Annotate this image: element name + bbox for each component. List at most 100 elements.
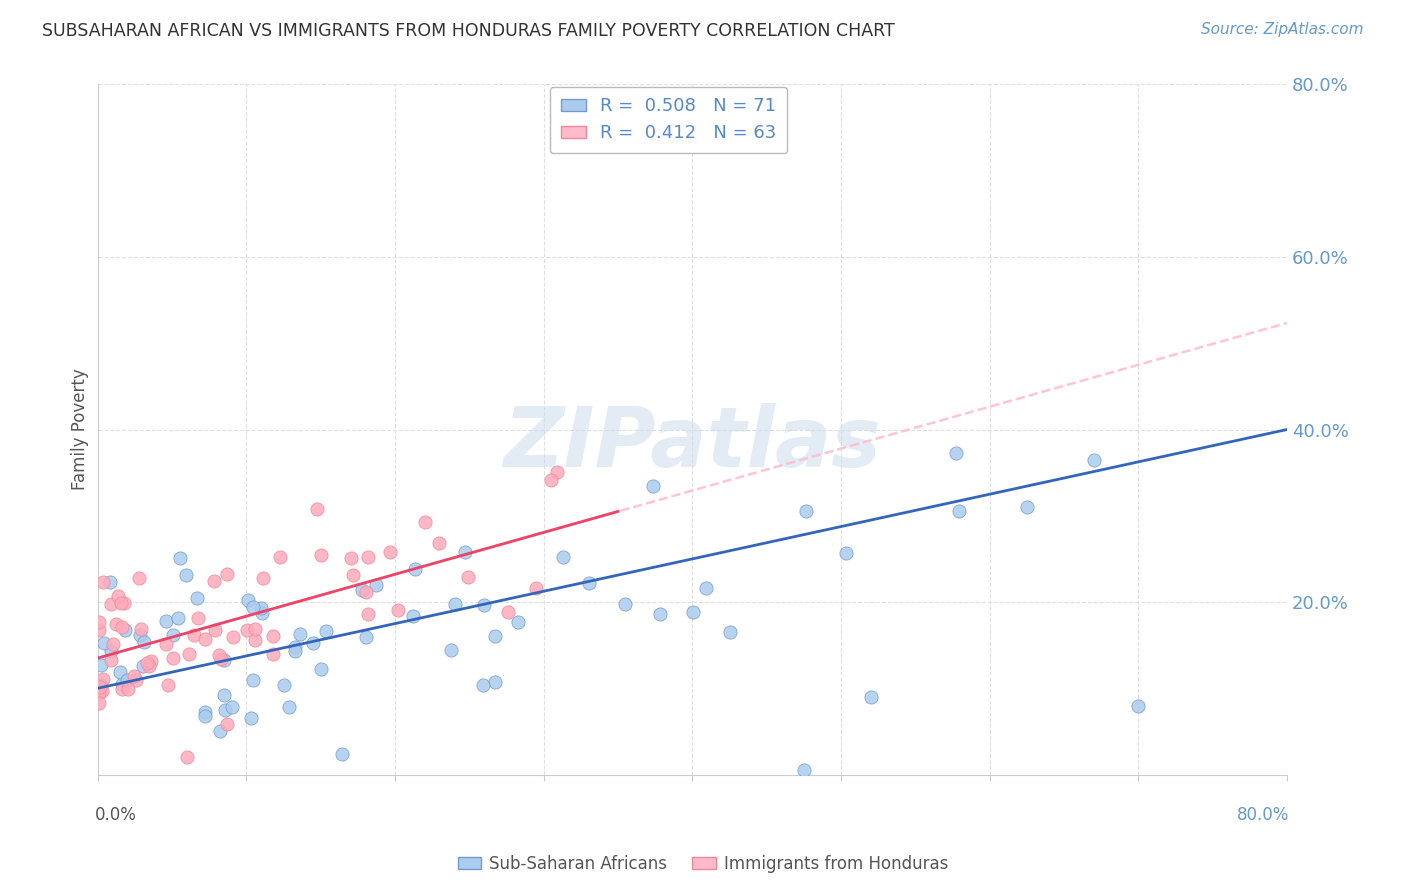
Point [155, 615, 177, 629]
Point [90, 658, 112, 673]
Point [484, 629, 506, 643]
Point [100, 643, 122, 657]
Point [89, 686, 111, 700]
Point [162, 627, 184, 641]
Point [136, 656, 159, 670]
Point [108, 665, 131, 679]
Point [305, 502, 328, 516]
Point [457, 570, 479, 584]
Text: ZIPatlas: ZIPatlas [503, 403, 882, 483]
Point [155, 637, 177, 651]
Point [129, 622, 152, 636]
Point [236, 593, 259, 607]
Point [350, 582, 373, 597]
Point [551, 549, 574, 564]
Point [212, 688, 235, 702]
Point [104, 617, 127, 632]
Point [215, 717, 238, 731]
Text: 80.0%: 80.0% [1237, 805, 1289, 823]
Point [214, 703, 236, 717]
Point [87, 678, 110, 692]
Point [215, 567, 238, 582]
Point [1128, 698, 1150, 713]
Point [330, 747, 353, 762]
Point [578, 576, 600, 591]
Point [440, 643, 463, 657]
Point [472, 678, 495, 692]
Point [167, 611, 190, 625]
Point [387, 603, 409, 617]
Point [111, 676, 134, 690]
Point [176, 567, 198, 582]
Point [508, 615, 530, 629]
Point [91, 683, 114, 698]
Point [134, 635, 156, 649]
Point [427, 536, 450, 550]
Point [122, 669, 145, 683]
Point [354, 630, 377, 644]
Point [222, 630, 245, 644]
Point [1083, 453, 1105, 467]
Point [546, 465, 568, 479]
Point [339, 550, 361, 565]
Point [540, 473, 562, 487]
Point [378, 544, 401, 558]
Point [262, 630, 284, 644]
Point [115, 673, 138, 688]
Point [87, 623, 110, 637]
Point [194, 706, 217, 720]
Point [208, 723, 231, 738]
Point [859, 690, 882, 704]
Point [209, 652, 232, 666]
Point [186, 610, 208, 624]
Point [357, 607, 380, 621]
Point [183, 628, 205, 642]
Point [948, 504, 970, 518]
Point [342, 568, 364, 582]
Point [315, 624, 337, 638]
Text: 0.0%: 0.0% [96, 805, 136, 823]
Point [835, 546, 858, 560]
Point [496, 605, 519, 619]
Point [1015, 500, 1038, 514]
Point [364, 578, 387, 592]
Point [112, 596, 135, 610]
Legend: R =  0.508   N = 71, R =  0.412   N = 63: R = 0.508 N = 71, R = 0.412 N = 63 [550, 87, 787, 153]
Point [794, 503, 817, 517]
Point [273, 678, 295, 692]
Point [239, 711, 262, 725]
Y-axis label: Family Poverty: Family Poverty [72, 368, 89, 491]
Point [404, 561, 426, 575]
Point [650, 607, 672, 621]
Point [128, 571, 150, 585]
Point [125, 673, 148, 687]
Point [169, 551, 191, 566]
Point [90, 678, 112, 692]
Point [132, 658, 155, 673]
Point [357, 549, 380, 564]
Point [202, 574, 225, 589]
Point [682, 605, 704, 619]
Point [110, 596, 132, 610]
Point [250, 607, 273, 621]
Point [93, 672, 115, 686]
Point [186, 591, 208, 605]
Point [309, 548, 332, 562]
Point [453, 545, 475, 559]
Point [242, 673, 264, 688]
Point [177, 647, 200, 661]
Point [100, 653, 122, 667]
Point [252, 572, 274, 586]
Point [93, 636, 115, 650]
Point [250, 601, 273, 615]
Point [524, 582, 547, 596]
Legend: Sub-Saharan Africans, Immigrants from Honduras: Sub-Saharan Africans, Immigrants from Ho… [451, 848, 955, 880]
Point [114, 624, 136, 638]
Point [262, 647, 284, 661]
Point [718, 625, 741, 640]
Point [402, 609, 425, 624]
Point [284, 644, 307, 658]
Text: Source: ZipAtlas.com: Source: ZipAtlas.com [1201, 22, 1364, 37]
Point [138, 658, 160, 673]
Point [194, 632, 217, 646]
